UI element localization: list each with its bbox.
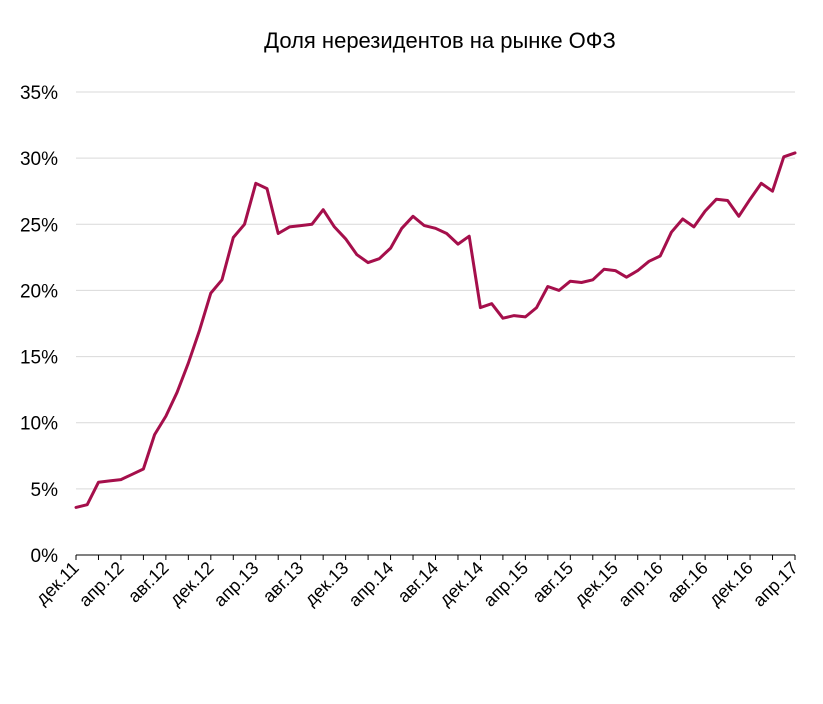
x-tick-label: авг.14 xyxy=(394,558,443,607)
y-tick-label: 20% xyxy=(20,281,58,302)
x-tick-label: апр.17 xyxy=(749,558,802,611)
series-line xyxy=(74,151,797,509)
x-tick-label: апр.14 xyxy=(345,558,398,611)
x-tick-label: дек.14 xyxy=(435,558,487,610)
series-layer xyxy=(74,151,797,509)
x-tick-label: дек.15 xyxy=(570,558,622,610)
y-tick-label: 30% xyxy=(20,149,58,170)
x-tick-label: апр.12 xyxy=(75,558,128,611)
y-tick-label: 0% xyxy=(31,546,59,567)
y-tick-label: 15% xyxy=(20,348,58,369)
x-tick-label: дек.12 xyxy=(166,558,218,610)
x-axis-tick-labels: дек.11апр.12авг.12дек.12апр.13авг.13дек.… xyxy=(32,558,802,611)
y-tick-label: 10% xyxy=(20,414,58,435)
x-tick-label: апр.15 xyxy=(479,558,532,611)
y-tick-label: 25% xyxy=(20,215,58,236)
x-axis xyxy=(75,554,796,560)
x-tick-label: авг.12 xyxy=(124,558,173,607)
x-tick-label: авг.15 xyxy=(528,558,577,607)
gridlines xyxy=(76,91,795,490)
y-axis-tick-labels: 0% 5% 10% 15% 20% 25% 30% 35% xyxy=(20,83,58,567)
x-tick-label: апр.13 xyxy=(210,558,263,611)
x-tick-label: авг.13 xyxy=(259,558,308,607)
chart-title: Доля нерезидентов на рынке ОФЗ xyxy=(264,28,616,53)
x-tick-label: апр.16 xyxy=(614,558,667,611)
y-tick-label: 5% xyxy=(31,480,59,501)
x-tick-label: дек.16 xyxy=(705,558,757,610)
x-tick-label: авг.16 xyxy=(663,558,712,607)
x-tick-label: дек.13 xyxy=(301,558,353,610)
y-tick-label: 35% xyxy=(20,83,58,104)
